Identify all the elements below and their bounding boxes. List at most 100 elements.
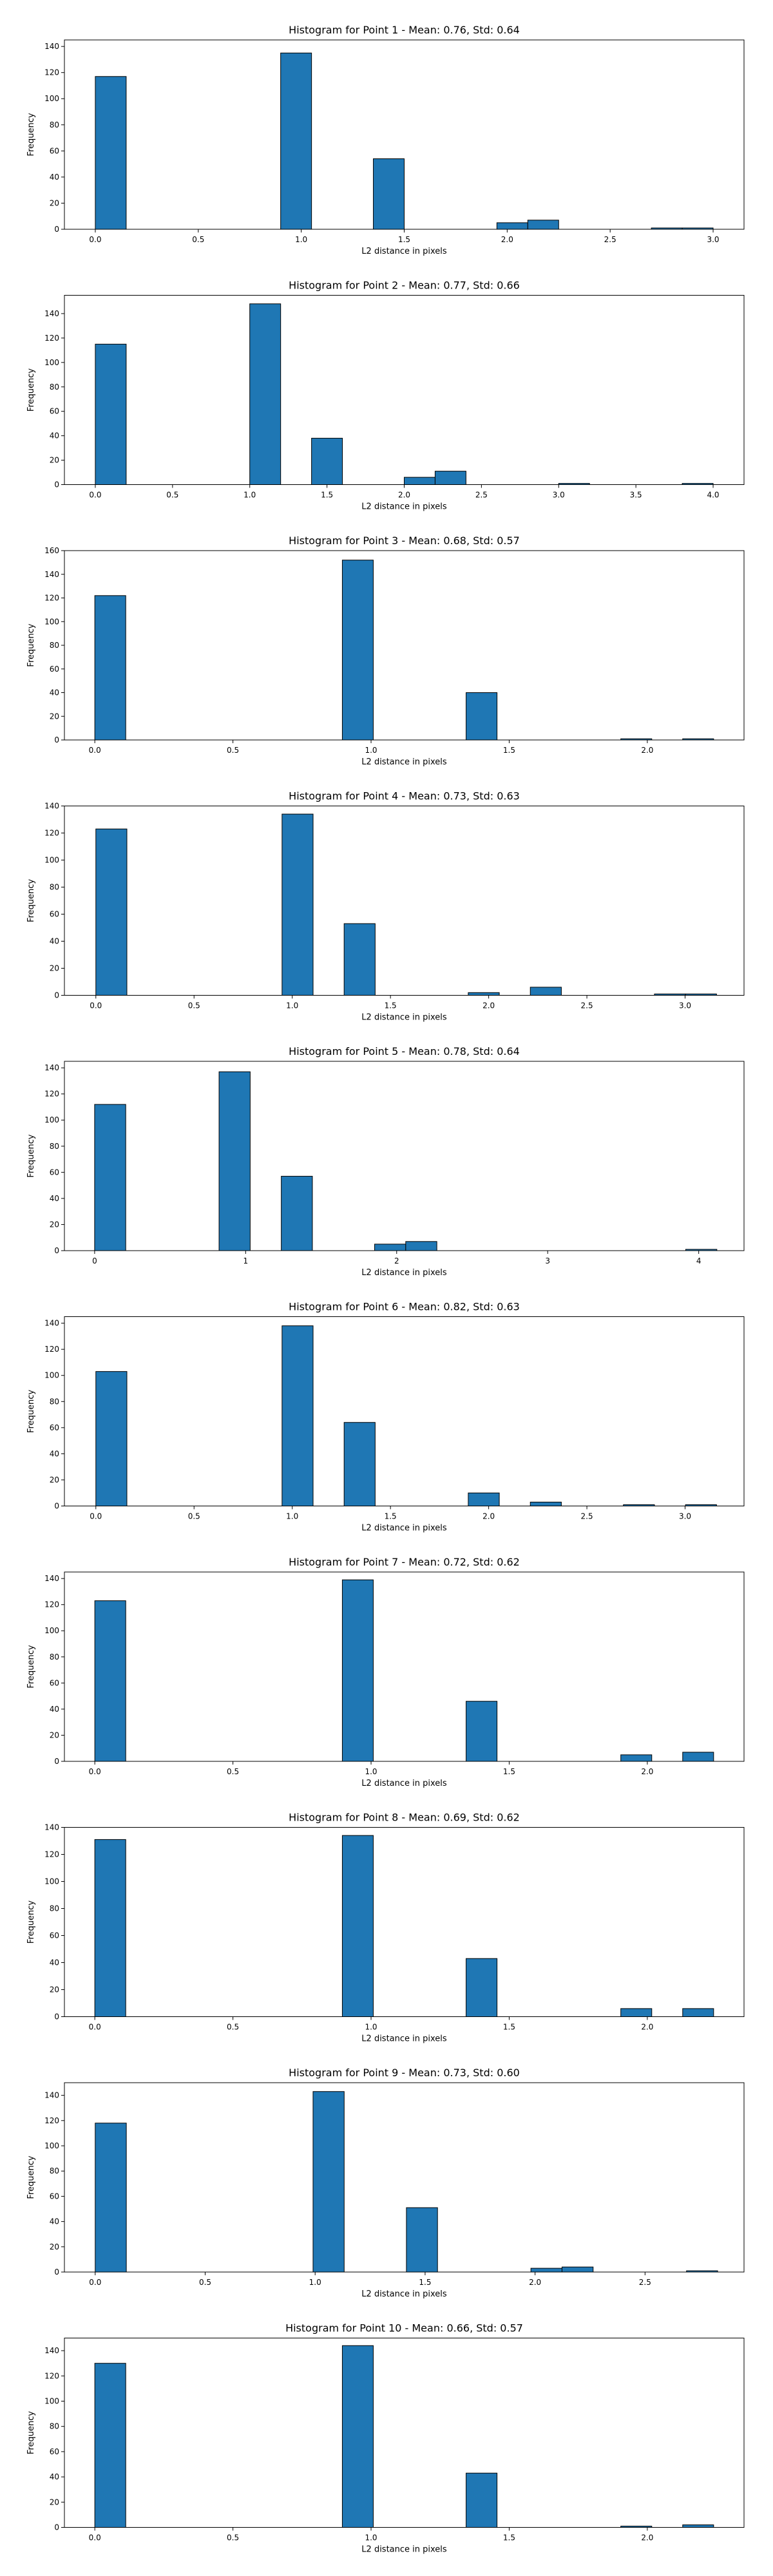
- y-tick-label: 100: [44, 856, 59, 865]
- x-axis-label: L2 distance in pixels: [361, 757, 447, 767]
- x-tick-label: 0.0: [89, 1767, 101, 1776]
- y-tick-label: 120: [44, 829, 59, 838]
- y-axis-label: Frequency: [26, 623, 36, 667]
- y-tick-label: 60: [50, 665, 59, 674]
- y-tick-label: 80: [50, 383, 59, 392]
- y-tick-label: 120: [44, 1850, 59, 1859]
- y-tick-label: 0: [54, 1502, 59, 1511]
- histogram-panel-8: Histogram for Point 8 - Mean: 0.69, Std:…: [26, 1812, 745, 2044]
- x-tick-label: 1.0: [286, 1001, 298, 1010]
- histogram-bar: [561, 2266, 594, 2273]
- y-tick-label: 140: [44, 309, 59, 318]
- histogram-bar: [530, 987, 562, 996]
- y-tick-label: 0: [54, 225, 59, 234]
- x-tick-label: 0.0: [89, 746, 101, 755]
- histogram-bar: [94, 1104, 126, 1251]
- x-tick-label: 1.5: [503, 1767, 515, 1776]
- x-tick-label: 1.0: [365, 2023, 377, 2032]
- y-tick-label: 140: [44, 1823, 59, 1832]
- x-tick-label: 3.5: [630, 491, 642, 500]
- y-tick-label: 40: [50, 1194, 59, 1203]
- y-tick-label: 40: [50, 1705, 59, 1714]
- y-axis-label: Frequency: [26, 879, 36, 922]
- x-axis-label: L2 distance in pixels: [361, 502, 447, 512]
- y-tick-label: 120: [44, 2116, 59, 2125]
- x-tick-label: 2.0: [482, 1512, 495, 1521]
- histogram-bar: [682, 1752, 714, 1762]
- x-tick-label: 3: [545, 1256, 550, 1265]
- x-tick-label: 0.5: [199, 2278, 211, 2287]
- y-tick-label: 100: [44, 2141, 59, 2150]
- y-tick-label: 60: [50, 2192, 59, 2201]
- y-tick-label: 0: [54, 2012, 59, 2022]
- x-tick-label: 4: [696, 1256, 701, 1265]
- x-tick-label: 1.0: [286, 1512, 298, 1521]
- x-tick-label: 2.5: [581, 1001, 593, 1010]
- y-tick-label: 160: [44, 546, 59, 555]
- histogram-bar: [341, 1579, 374, 1762]
- y-tick-label: 140: [44, 1574, 59, 1583]
- x-tick-label: 1.0: [365, 1767, 377, 1776]
- x-tick-label: 1.5: [419, 2278, 431, 2287]
- x-tick-label: 2.0: [641, 1767, 653, 1776]
- histogram-bar: [95, 2123, 127, 2273]
- x-tick-label: 1.5: [398, 235, 410, 244]
- histogram-bar: [468, 992, 500, 996]
- x-tick-label: 2.0: [529, 2278, 541, 2287]
- x-tick-label: 3.0: [707, 235, 719, 244]
- x-tick-label: 2: [394, 1256, 399, 1265]
- chart-title: Histogram for Point 6 - Mean: 0.82, Std:…: [289, 1301, 520, 1313]
- y-tick-label: 40: [50, 1958, 59, 1967]
- chart-title: Histogram for Point 8 - Mean: 0.69, Std:…: [289, 1812, 520, 1824]
- y-tick-label: 120: [44, 594, 59, 603]
- y-axis-label: Frequency: [26, 1645, 36, 1688]
- x-tick-label: 1.5: [503, 746, 515, 755]
- x-axis-label: L2 distance in pixels: [361, 1524, 447, 1533]
- y-tick-label: 20: [50, 2497, 59, 2506]
- y-tick-label: 60: [50, 146, 59, 155]
- histogram-bar: [343, 1422, 376, 1506]
- x-axis-label: L2 distance in pixels: [361, 1268, 447, 1278]
- x-tick-label: 0.5: [192, 235, 204, 244]
- y-tick-label: 80: [50, 883, 59, 892]
- x-tick-label: 2.5: [604, 235, 616, 244]
- histogram-panel-5: Histogram for Point 5 - Mean: 0.78, Std:…: [26, 1045, 745, 1278]
- y-axis-label: Frequency: [26, 368, 36, 412]
- chart-title: Histogram for Point 1 - Mean: 0.76, Std:…: [289, 24, 520, 36]
- plot-frame: [64, 550, 745, 741]
- histogram-bar: [373, 158, 405, 230]
- plot-frame: [64, 1316, 745, 1506]
- y-axis-label: Frequency: [26, 2411, 36, 2454]
- y-tick-label: 120: [44, 1600, 59, 1609]
- y-tick-label: 20: [50, 1985, 59, 1994]
- y-tick-label: 80: [50, 641, 59, 650]
- y-axis-label: Frequency: [26, 2155, 36, 2199]
- histogram-bar: [282, 813, 314, 996]
- y-tick-label: 100: [44, 1115, 59, 1124]
- y-tick-label: 20: [50, 1220, 59, 1229]
- y-tick-label: 0: [54, 480, 59, 489]
- y-tick-label: 0: [54, 2523, 59, 2532]
- histogram-bar: [311, 437, 343, 485]
- x-tick-label: 2.0: [641, 746, 653, 755]
- histogram-bar: [530, 2268, 562, 2273]
- y-tick-label: 60: [50, 1931, 59, 1940]
- histogram-bar: [94, 1839, 126, 2017]
- y-tick-label: 80: [50, 1904, 59, 1913]
- x-tick-label: 0.5: [188, 1001, 200, 1010]
- x-tick-label: 0.5: [227, 746, 239, 755]
- y-tick-label: 140: [44, 1319, 59, 1328]
- x-tick-label: 2.0: [482, 1001, 495, 1010]
- x-tick-label: 0.5: [188, 1512, 200, 1521]
- histogram-bar: [282, 1325, 314, 1506]
- x-axis-label: L2 distance in pixels: [361, 2545, 447, 2555]
- y-tick-label: 100: [44, 1371, 59, 1380]
- y-tick-label: 20: [50, 456, 59, 465]
- histogram-bar: [466, 1958, 498, 2017]
- y-tick-label: 100: [44, 94, 59, 103]
- y-tick-label: 60: [50, 407, 59, 416]
- x-tick-label: 1.5: [385, 1512, 397, 1521]
- histogram-panel-3: Histogram for Point 3 - Mean: 0.68, Std:…: [26, 535, 745, 767]
- histogram-panel-7: Histogram for Point 7 - Mean: 0.72, Std:…: [26, 1556, 745, 1788]
- plot-frame: [64, 806, 745, 996]
